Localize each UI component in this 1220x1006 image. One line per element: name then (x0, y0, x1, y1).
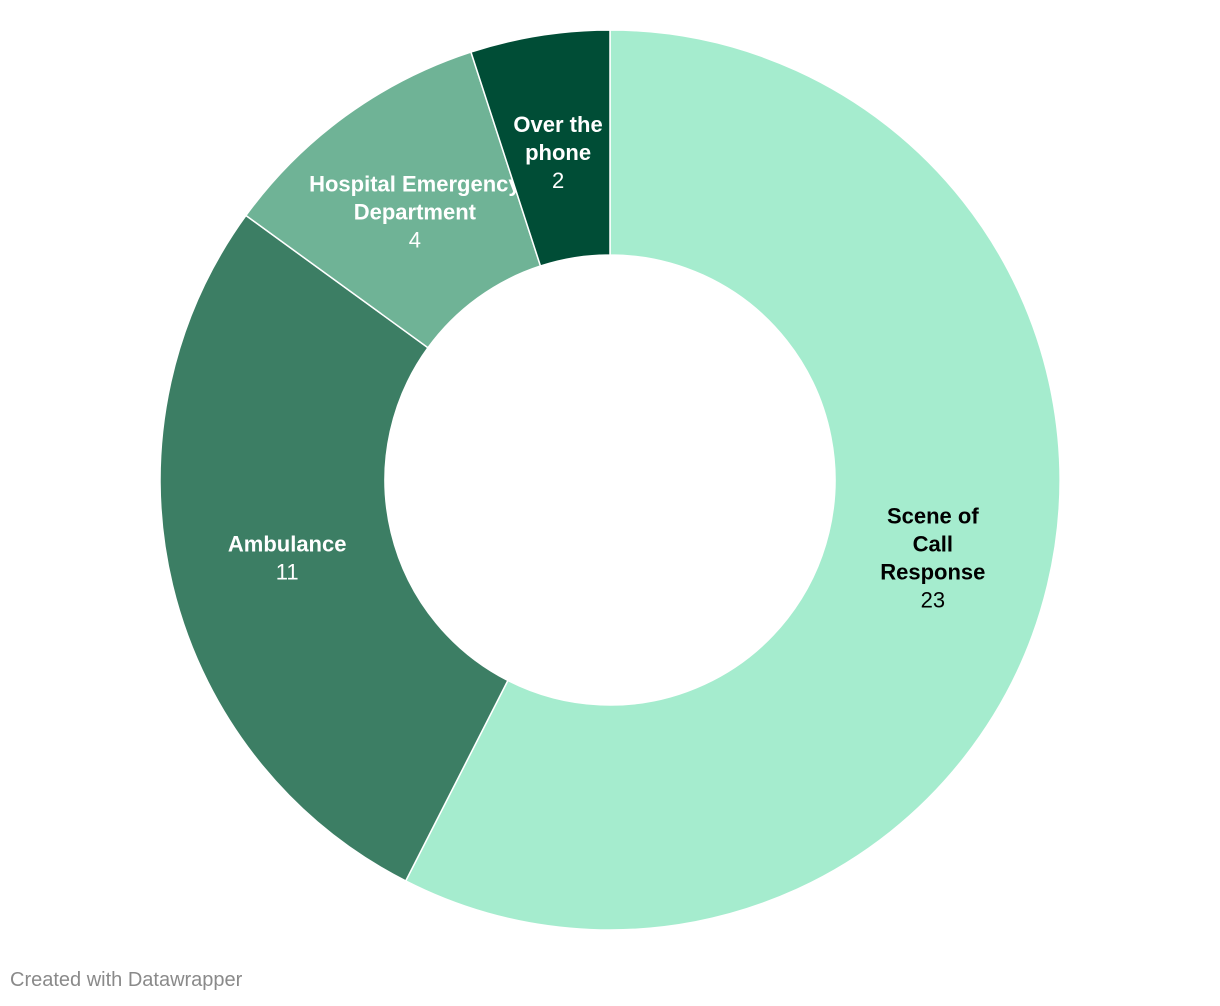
slice-label-0: Scene of Call Response 23 (880, 504, 985, 613)
slice-label-name: Hospital Emergency (309, 171, 521, 196)
donut-slice-0 (404, 29, 1061, 931)
slice-label-value: 2 (552, 168, 564, 193)
donut-slice-3 (469, 29, 611, 267)
slice-label-2: Hospital Emergency Department 4 (309, 171, 521, 252)
slice-label-3: Over the phone 2 (513, 112, 602, 193)
slice-label-name: Response (880, 560, 985, 585)
slice-label-value: 4 (409, 227, 421, 252)
slice-label-name: Scene of (887, 504, 979, 529)
slice-label-name: Department (354, 199, 477, 224)
slice-label-name: Over the (513, 112, 602, 137)
slice-label-value: 11 (276, 560, 299, 585)
slice-label-value: 23 (921, 588, 945, 613)
slice-label-name: phone (525, 140, 591, 165)
slice-label-name: Call (913, 532, 953, 557)
slice-label-1: Ambulance 11 (228, 532, 347, 585)
datawrapper-credit: Created with Datawrapper (10, 969, 243, 991)
donut-slice-1 (159, 214, 509, 882)
slice-label-name: Ambulance (228, 532, 347, 557)
